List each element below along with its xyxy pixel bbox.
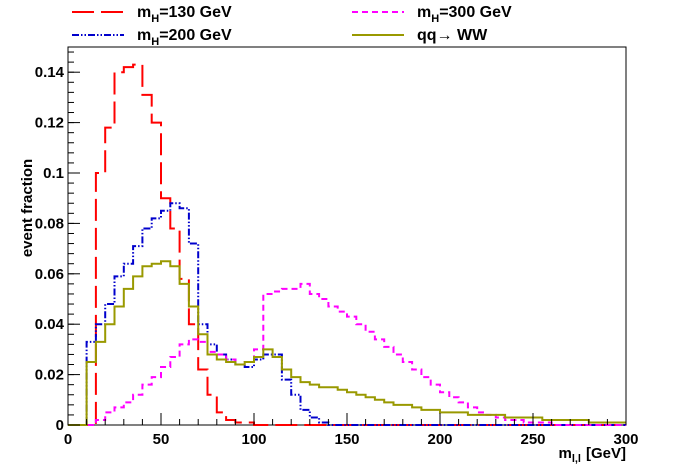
x-axis-title-unit: [GeV] xyxy=(586,445,626,462)
legend-entry: mH=300 GeV xyxy=(417,4,512,25)
y-axis: 0 0.02 0.04 0.06 0.08 0.1 0.12 0.14 xyxy=(35,51,80,434)
x-tick-label: 50 xyxy=(153,431,170,448)
x-tick-label: 300 xyxy=(613,431,638,448)
series-line xyxy=(68,202,626,426)
y-tick-label: 0 xyxy=(56,417,64,434)
legend-entry: mH=130 GeV xyxy=(137,4,232,25)
y-tick-label: 0.04 xyxy=(35,316,65,333)
x-axis: 0 50 100 150 200 250 300 xyxy=(64,413,639,448)
legend-entry: mH=200 GeV xyxy=(137,27,232,48)
x-tick-label: 200 xyxy=(427,431,452,448)
x-tick-label: 100 xyxy=(241,431,266,448)
x-tick-label: 250 xyxy=(520,431,545,448)
x-axis-title-main: m xyxy=(558,445,571,462)
legend-entry-main: qq xyxy=(417,27,437,44)
y-tick-label: 0.14 xyxy=(35,64,65,81)
y-tick-label: 0.02 xyxy=(35,367,64,384)
legend-entry-main: m xyxy=(137,4,151,21)
y-axis-title: event fraction xyxy=(19,159,36,257)
legend-entry-rest: =200 GeV xyxy=(159,27,232,44)
series-line xyxy=(68,63,626,426)
legend-entry-main: m xyxy=(137,27,151,44)
series-line xyxy=(68,282,626,426)
y-tick-label: 0.08 xyxy=(35,215,64,232)
legend-entry-sub: H xyxy=(151,13,159,25)
legend-entry-rest: =130 GeV xyxy=(159,4,232,21)
x-tick-label: 0 xyxy=(64,431,72,448)
legend-entry: qq→ WW xyxy=(417,27,488,44)
series-layer xyxy=(68,63,626,426)
x-tick-label: 150 xyxy=(334,431,359,448)
legend-entry-rest: → WW xyxy=(437,27,489,44)
legend-entry-rest: =300 GeV xyxy=(439,4,512,21)
series-line xyxy=(68,260,626,426)
x-axis-title: ml,l [GeV] xyxy=(558,445,626,465)
y-tick-label: 0.12 xyxy=(35,115,64,132)
legend-entry-sub: H xyxy=(151,36,159,48)
legend-entry-sub: H xyxy=(431,13,439,25)
y-tick-label: 0.1 xyxy=(43,165,64,182)
x-axis-title-sub: l,l xyxy=(572,453,581,465)
legend-entry-main: m xyxy=(417,4,431,21)
y-tick-label: 0.06 xyxy=(35,266,64,283)
